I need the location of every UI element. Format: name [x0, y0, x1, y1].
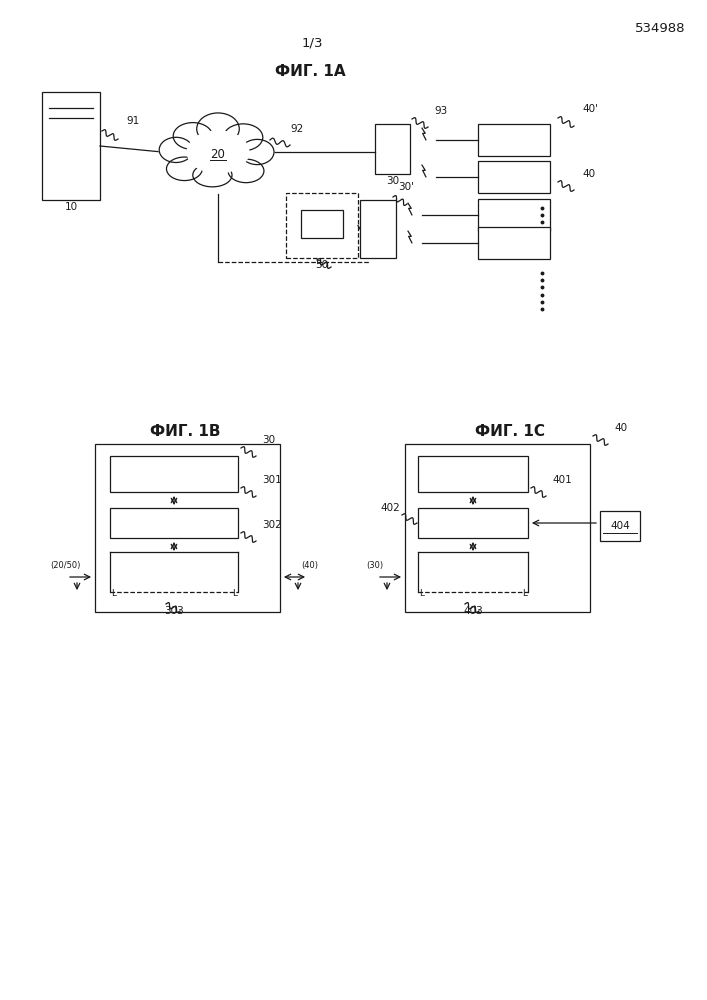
Text: 30: 30 [386, 176, 399, 186]
Text: 403: 403 [463, 606, 483, 616]
Bar [418, 508, 528, 538]
Text: ФИГ. 1В: ФИГ. 1В [150, 424, 221, 440]
Bar [110, 508, 238, 538]
Ellipse shape [240, 139, 274, 165]
Bar [478, 161, 550, 193]
Text: 402: 402 [380, 503, 399, 513]
Ellipse shape [197, 113, 239, 145]
Bar [110, 456, 238, 492]
Text: 91: 91 [126, 116, 139, 126]
Text: ФИГ. 1А: ФИГ. 1А [275, 64, 345, 80]
Ellipse shape [187, 131, 249, 173]
Bar [418, 456, 528, 492]
Ellipse shape [168, 123, 269, 181]
Ellipse shape [223, 124, 263, 151]
Bar [286, 193, 358, 258]
Text: 534988: 534988 [635, 21, 685, 34]
Text: 50: 50 [315, 260, 329, 270]
Bar [360, 200, 396, 258]
Text: 92: 92 [290, 124, 303, 134]
Text: ФИГ. 1С: ФИГ. 1С [475, 424, 545, 440]
Ellipse shape [166, 157, 202, 181]
Bar [600, 511, 640, 541]
Bar [405, 444, 590, 612]
Bar [375, 124, 410, 174]
Text: 303: 303 [164, 606, 184, 616]
Text: 93: 93 [434, 106, 448, 116]
Ellipse shape [159, 137, 193, 162]
Ellipse shape [193, 163, 232, 187]
Text: (30): (30) [366, 561, 384, 570]
Text: 301: 301 [262, 475, 282, 485]
Text: (20/50): (20/50) [49, 561, 80, 570]
Text: L: L [232, 589, 237, 598]
Ellipse shape [228, 159, 264, 183]
Text: 302: 302 [262, 520, 282, 530]
Text: 401: 401 [552, 475, 572, 485]
Text: 20: 20 [211, 147, 226, 160]
Text: L: L [111, 589, 116, 598]
Bar [95, 444, 280, 612]
Text: 40: 40 [614, 423, 627, 433]
Text: 10: 10 [64, 202, 78, 212]
Ellipse shape [173, 123, 212, 149]
Bar [478, 199, 550, 231]
Text: 30': 30' [398, 182, 414, 192]
Bar [301, 210, 343, 238]
Text: L: L [522, 589, 527, 598]
Bar [478, 124, 550, 156]
Bar [42, 92, 100, 200]
Text: 30: 30 [262, 435, 275, 445]
Text: 40': 40' [582, 104, 598, 114]
Text: 404: 404 [610, 521, 630, 531]
Text: 1/3: 1/3 [301, 36, 323, 49]
Text: 40: 40 [582, 169, 595, 179]
Text: L: L [419, 589, 424, 598]
Text: (40): (40) [301, 561, 318, 570]
Bar [478, 227, 550, 259]
